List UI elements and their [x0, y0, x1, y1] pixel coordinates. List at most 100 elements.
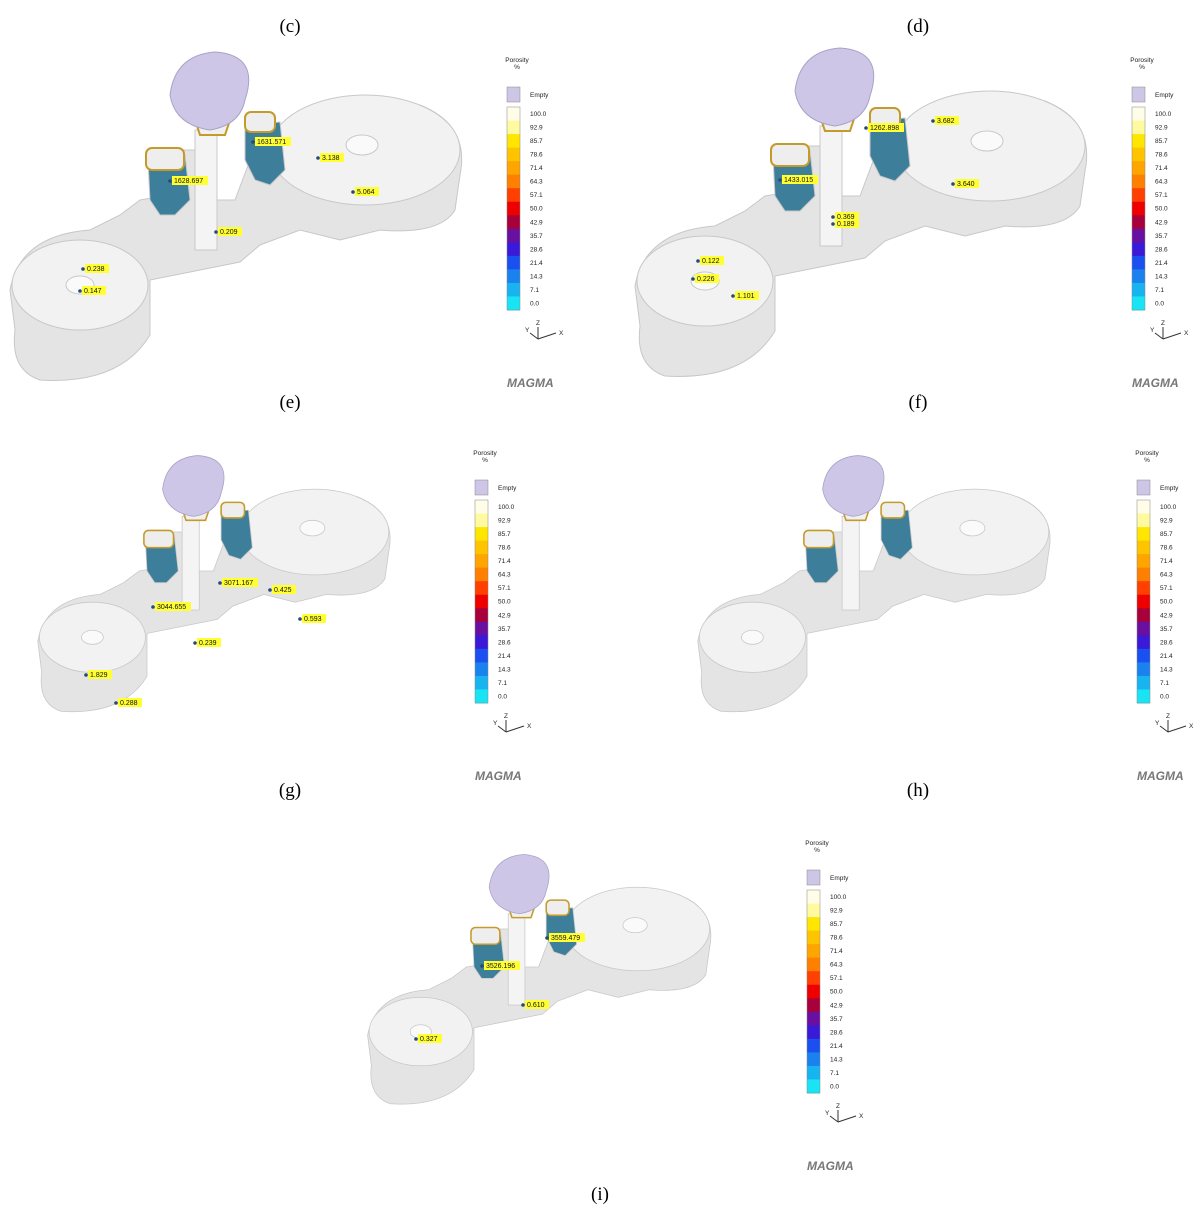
- legend-swatch: [1132, 188, 1145, 202]
- legend-tick: 21.4: [1155, 260, 1168, 267]
- axis-x: [1163, 333, 1181, 339]
- legend-tick: 64.3: [1155, 179, 1168, 186]
- feeder: [795, 48, 874, 126]
- legend-swatch: [807, 1079, 820, 1093]
- logo: MAGMA: [475, 769, 522, 783]
- legend-tick: 57.1: [498, 585, 511, 592]
- callout-dot: [351, 190, 355, 194]
- legend-unit: %: [1139, 64, 1145, 71]
- legend-swatch: [507, 134, 520, 148]
- legend-swatch: [475, 635, 488, 649]
- axis-y: [498, 726, 506, 732]
- legend-unit: %: [514, 64, 520, 71]
- legend-tick: 78.6: [830, 935, 843, 942]
- legend-swatch: [1137, 554, 1150, 568]
- axis-x: [838, 1116, 856, 1122]
- hub-right: [346, 135, 378, 155]
- legend-swatch: [507, 215, 520, 229]
- legend-tick: 100.0: [1155, 111, 1172, 118]
- legend-swatch: [475, 541, 488, 555]
- callout-dot: [480, 964, 484, 968]
- empty-swatch: [1137, 480, 1150, 495]
- logo: MAGMA: [1132, 376, 1179, 390]
- legend-tick: 50.0: [530, 206, 543, 213]
- legend-swatch: [807, 944, 820, 958]
- axis-label: X: [559, 330, 564, 337]
- legend-tick: 7.1: [498, 680, 507, 687]
- legend-tick: 92.9: [530, 125, 543, 132]
- callout-dot: [151, 605, 155, 609]
- legend-swatch: [1132, 215, 1145, 229]
- callout: 0.288: [120, 700, 138, 707]
- runner: [182, 516, 199, 610]
- legend-tick: 35.7: [1160, 626, 1173, 633]
- legend-empty: Empty: [1155, 92, 1174, 99]
- legend-swatch: [507, 242, 520, 256]
- legend-swatch: [1137, 527, 1150, 541]
- callout: 0.610: [527, 1002, 545, 1009]
- legend-swatch: [807, 931, 820, 945]
- empty-swatch: [1132, 87, 1145, 102]
- legend-swatch: [1132, 134, 1145, 148]
- legend-tick: 14.3: [498, 666, 511, 673]
- legend-swatch: [1137, 595, 1150, 609]
- callout: 3071.167: [224, 580, 253, 587]
- legend-tick: 85.7: [498, 531, 511, 538]
- callout: 3.682: [937, 118, 955, 125]
- legend-tick: 57.1: [530, 192, 543, 199]
- callout-dot: [696, 259, 700, 263]
- riser-right-top: [546, 900, 569, 915]
- callout-dot: [298, 617, 302, 621]
- legend-swatch: [1137, 500, 1150, 514]
- callout-dot: [831, 222, 835, 226]
- legend-tick: 21.4: [530, 260, 543, 267]
- legend-tick: 28.6: [498, 639, 511, 646]
- legend-swatch: [475, 662, 488, 676]
- legend-tick: 7.1: [1155, 287, 1164, 294]
- axis-label: Y: [493, 720, 498, 727]
- legend-tick: 64.3: [498, 572, 511, 579]
- callout: 1628.697: [174, 178, 203, 185]
- axis-label: Z: [504, 713, 508, 720]
- hub-right: [960, 520, 985, 536]
- empty-swatch: [807, 870, 820, 885]
- feeder: [170, 52, 249, 130]
- legend-tick: 100.0: [498, 504, 515, 511]
- legend-swatch: [807, 917, 820, 931]
- axis-label: Z: [1161, 320, 1165, 327]
- legend-unit: %: [1144, 457, 1150, 464]
- callout: 3526.196: [486, 963, 515, 970]
- legend-tick: 14.3: [1160, 666, 1173, 673]
- axis-label: Y: [1150, 327, 1155, 334]
- panel-label: (g): [279, 780, 301, 801]
- legend-swatch: [507, 188, 520, 202]
- legend-swatch: [807, 958, 820, 972]
- riser-left-top: [146, 148, 184, 170]
- legend-tick: 100.0: [530, 111, 547, 118]
- logo: MAGMA: [1137, 769, 1184, 783]
- callout: 0.147: [84, 288, 102, 295]
- callout-dot: [193, 641, 197, 645]
- legend-tick: 92.9: [1160, 518, 1173, 525]
- callout: 5.064: [357, 189, 375, 196]
- legend-swatch: [807, 1012, 820, 1026]
- casting: [368, 855, 711, 1105]
- legend-swatch: [475, 527, 488, 541]
- legend-empty: Empty: [498, 485, 517, 492]
- legend-tick: 0.0: [1155, 300, 1164, 307]
- legend-swatch: [475, 500, 488, 514]
- legend-tick: 50.0: [1160, 599, 1173, 606]
- legend-tick: 7.1: [830, 1070, 839, 1077]
- legend-swatch: [507, 296, 520, 310]
- legend-tick: 14.3: [530, 273, 543, 280]
- legend-tick: 78.6: [1155, 152, 1168, 159]
- legend-tick: 50.0: [498, 599, 511, 606]
- legend-empty: Empty: [1160, 485, 1179, 492]
- legend-swatch: [1137, 649, 1150, 663]
- callout-dot: [831, 215, 835, 219]
- legend-title: Porosity: [473, 450, 497, 457]
- riser-left-top: [771, 144, 809, 166]
- callout: 0.593: [304, 616, 322, 623]
- axis-label: Y: [525, 327, 530, 334]
- legend-swatch: [475, 608, 488, 622]
